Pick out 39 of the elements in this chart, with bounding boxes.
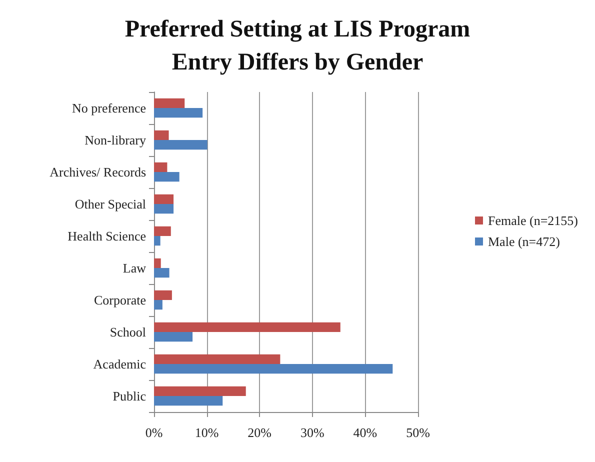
x-tick-label: 20% <box>248 425 272 440</box>
bar <box>154 268 170 278</box>
bar <box>154 322 340 332</box>
y-tick-label: No preference <box>72 100 146 116</box>
legend-label: Male (n=472) <box>488 234 560 249</box>
y-tick-label: Non-library <box>84 132 146 148</box>
bar <box>154 194 174 204</box>
bar <box>154 140 208 150</box>
y-tick-label: Academic <box>93 356 146 372</box>
y-tick-label: Health Science <box>68 228 146 244</box>
bar <box>154 226 171 236</box>
bar <box>154 162 168 172</box>
bar <box>154 332 193 342</box>
bar <box>154 236 160 246</box>
x-tick-label: 40% <box>353 425 378 440</box>
bar <box>154 396 223 406</box>
bar <box>154 108 203 118</box>
bar <box>154 98 185 108</box>
bar <box>154 258 161 268</box>
x-tick-label: 0% <box>145 425 163 440</box>
x-tick-label: 30% <box>300 425 324 440</box>
y-tick-label: Law <box>122 260 147 276</box>
x-tick-label: 50% <box>406 425 430 440</box>
y-tick-label: School <box>110 324 146 340</box>
bar <box>154 354 280 364</box>
bar <box>154 386 246 396</box>
bar <box>154 172 180 182</box>
x-tick-label: 10% <box>194 425 219 440</box>
y-tick-label: Archives/ Records <box>50 164 146 180</box>
y-tick-label: Corporate <box>94 292 146 308</box>
chart-title: Preferred Setting at LIS Program Entry Differs by Gender <box>124 16 470 76</box>
bar <box>154 204 174 214</box>
y-tick-label: Other Special <box>74 196 146 212</box>
bar <box>154 130 169 140</box>
bar <box>154 364 393 374</box>
bar <box>154 290 172 300</box>
y-tick-label: Public <box>112 388 146 404</box>
legend-label: Female (n=2155) <box>488 213 578 228</box>
bar <box>154 300 162 310</box>
